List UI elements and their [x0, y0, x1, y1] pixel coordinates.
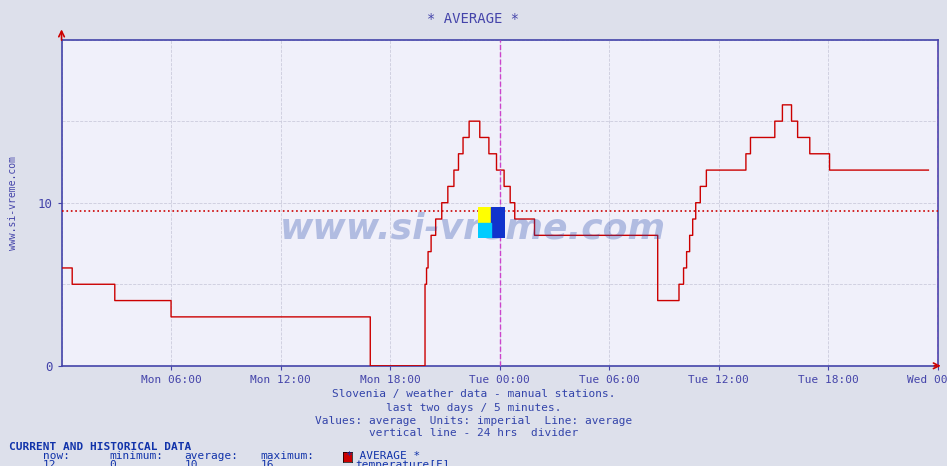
- Text: temperature[F]: temperature[F]: [355, 460, 450, 466]
- Text: average:: average:: [185, 451, 239, 461]
- Bar: [478, 207, 491, 222]
- Text: www.si-vreme.com: www.si-vreme.com: [9, 156, 18, 250]
- Text: 16: 16: [260, 460, 274, 466]
- Text: CURRENT AND HISTORICAL DATA: CURRENT AND HISTORICAL DATA: [9, 442, 191, 452]
- Text: vertical line - 24 hrs  divider: vertical line - 24 hrs divider: [369, 428, 578, 438]
- Text: * AVERAGE *: * AVERAGE *: [427, 12, 520, 26]
- Text: 12: 12: [43, 460, 56, 466]
- Text: 10: 10: [185, 460, 198, 466]
- Text: minimum:: minimum:: [109, 451, 163, 461]
- Bar: [491, 207, 505, 238]
- Text: www.si-vreme.com: www.si-vreme.com: [280, 212, 667, 246]
- Text: * AVERAGE *: * AVERAGE *: [346, 451, 420, 461]
- Text: now:: now:: [43, 451, 70, 461]
- Text: 0: 0: [109, 460, 116, 466]
- Text: Slovenia / weather data - manual stations.: Slovenia / weather data - manual station…: [331, 389, 616, 399]
- Text: maximum:: maximum:: [260, 451, 314, 461]
- Text: Values: average  Units: imperial  Line: average: Values: average Units: imperial Line: av…: [314, 416, 633, 425]
- Bar: [478, 222, 491, 238]
- Text: last two days / 5 minutes.: last two days / 5 minutes.: [385, 403, 562, 413]
